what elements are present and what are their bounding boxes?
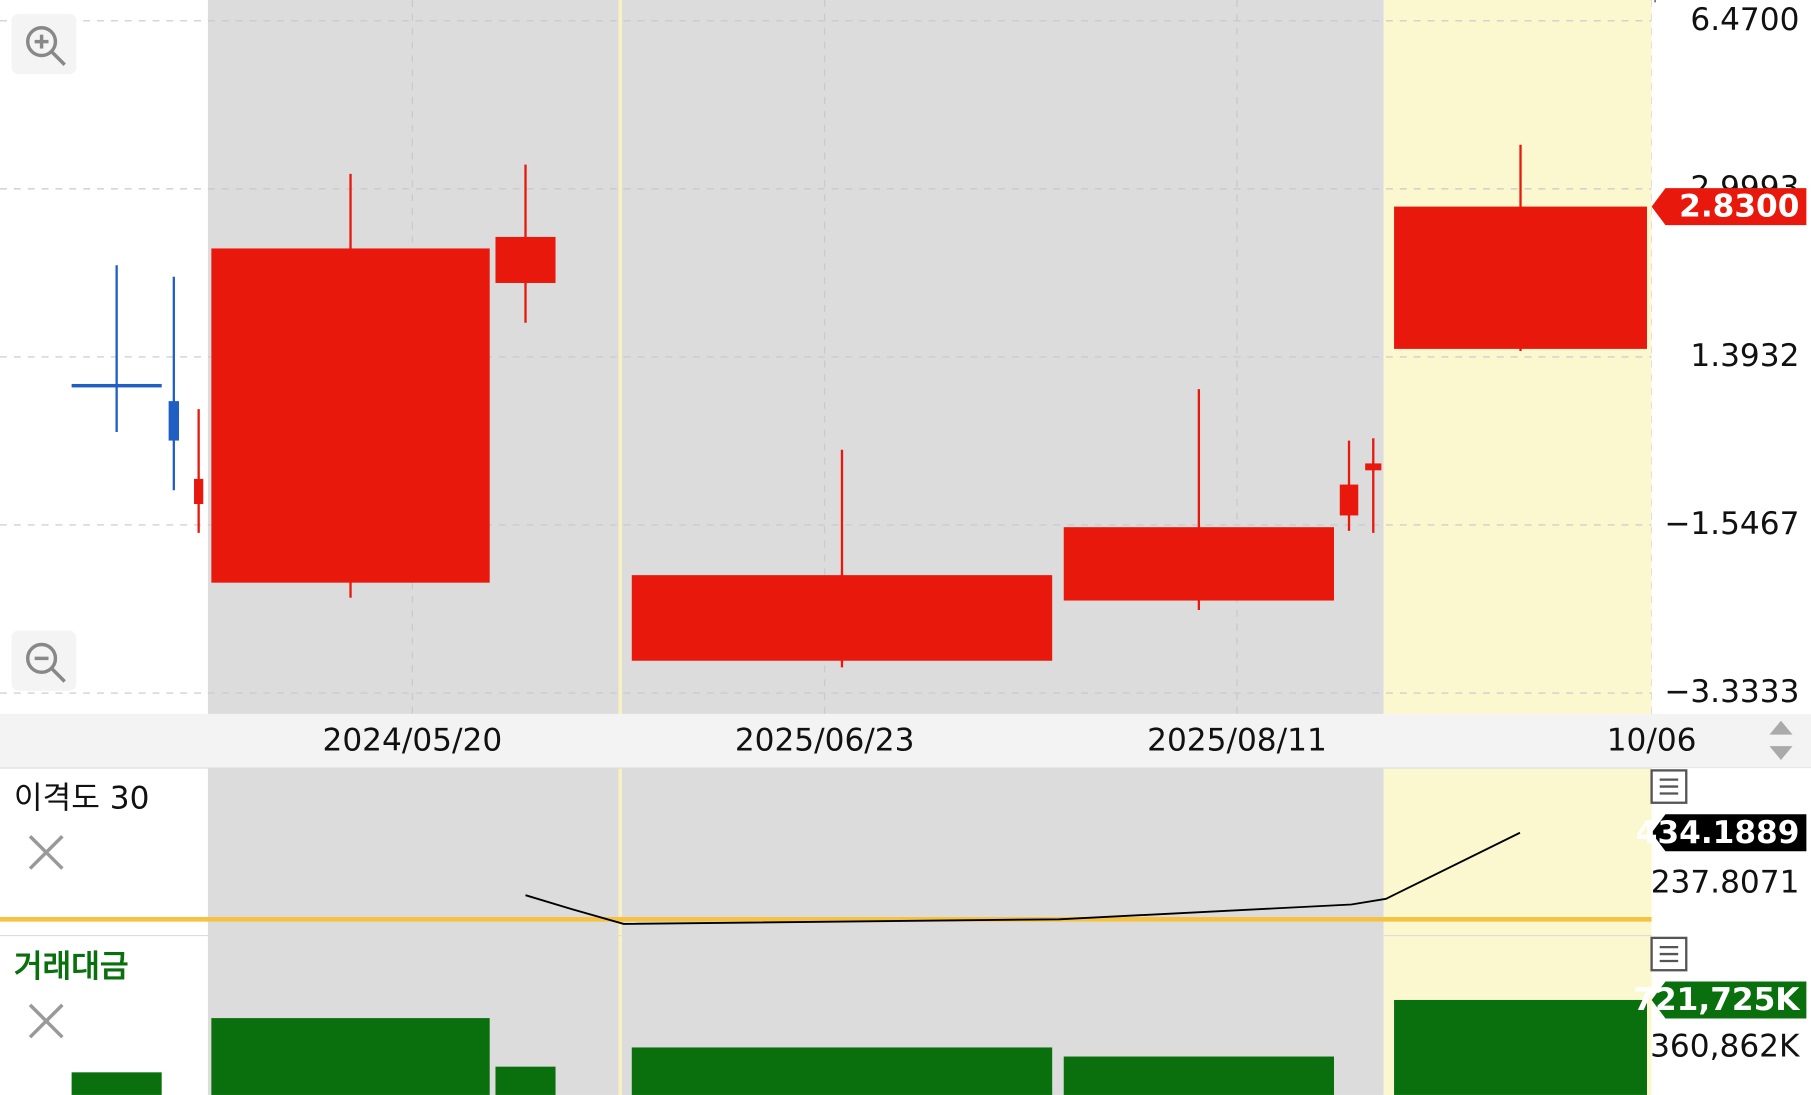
plot-area <box>0 0 1653 1095</box>
y-axis-area <box>1651 0 1811 714</box>
candle-body <box>1365 463 1382 471</box>
x-tick-label: 2025/08/11 <box>1147 723 1327 759</box>
candle-body <box>631 575 1053 661</box>
x-axis-strip <box>0 713 1811 769</box>
volume-bar <box>1394 999 1647 1095</box>
labels: 이격도 30 거래대금 6.47002.99931.3932−1.5467−3.… <box>14 2 1807 1064</box>
x-tick-label: 2025/06/23 <box>735 723 915 759</box>
candle-body <box>194 478 204 505</box>
candle-body <box>168 401 180 441</box>
volume-bar <box>495 1066 556 1095</box>
close-indicator[interactable] <box>28 835 64 870</box>
candle-body <box>211 248 490 583</box>
y-tick-label: −1.5467 <box>1664 506 1799 542</box>
y-tick-label: 1.3932 <box>1690 338 1799 374</box>
y-tick-label: −3.3333 <box>1664 674 1799 710</box>
candle-body <box>1063 527 1334 601</box>
volume-bar <box>211 1018 490 1095</box>
last-value-label-bg <box>1651 981 1807 1019</box>
indicator-line <box>525 831 1521 925</box>
x-tick-label: 2024/05/20 <box>322 723 502 759</box>
volume-bar <box>71 1072 162 1095</box>
zoom-out[interactable] <box>11 630 77 691</box>
last-price-label-bg <box>1651 188 1807 226</box>
last-price-label: 2.8300 <box>1679 189 1799 225</box>
candle-body <box>1339 484 1359 516</box>
zoom-in[interactable] <box>11 13 77 74</box>
panel-title: 이격도 30 <box>14 780 150 816</box>
close-indicator[interactable] <box>28 1003 64 1039</box>
panel-title: 거래대금 <box>14 949 129 985</box>
y-tick-label: 6.4700 <box>1690 2 1799 38</box>
last-value-label-bg <box>1651 814 1807 852</box>
candle-body <box>495 236 556 283</box>
volume-bar <box>631 1047 1053 1095</box>
y-tick-label: 360,862K <box>1650 1028 1801 1064</box>
candle-body <box>71 383 162 388</box>
candle-body <box>1394 206 1647 349</box>
x-tick-label: 10/06 <box>1607 723 1697 759</box>
last-value-label: 434.1889 <box>1636 815 1800 851</box>
current-shade <box>1383 0 1652 1095</box>
panel-menu[interactable] <box>1650 769 1688 804</box>
scroll-arrows[interactable] <box>1769 720 1793 761</box>
volume-bar <box>1063 1056 1334 1095</box>
y-tick-label: 237.8071 <box>1651 865 1800 901</box>
last-value-label: 721,725K <box>1633 982 1801 1018</box>
panel-menu[interactable] <box>1650 936 1688 972</box>
